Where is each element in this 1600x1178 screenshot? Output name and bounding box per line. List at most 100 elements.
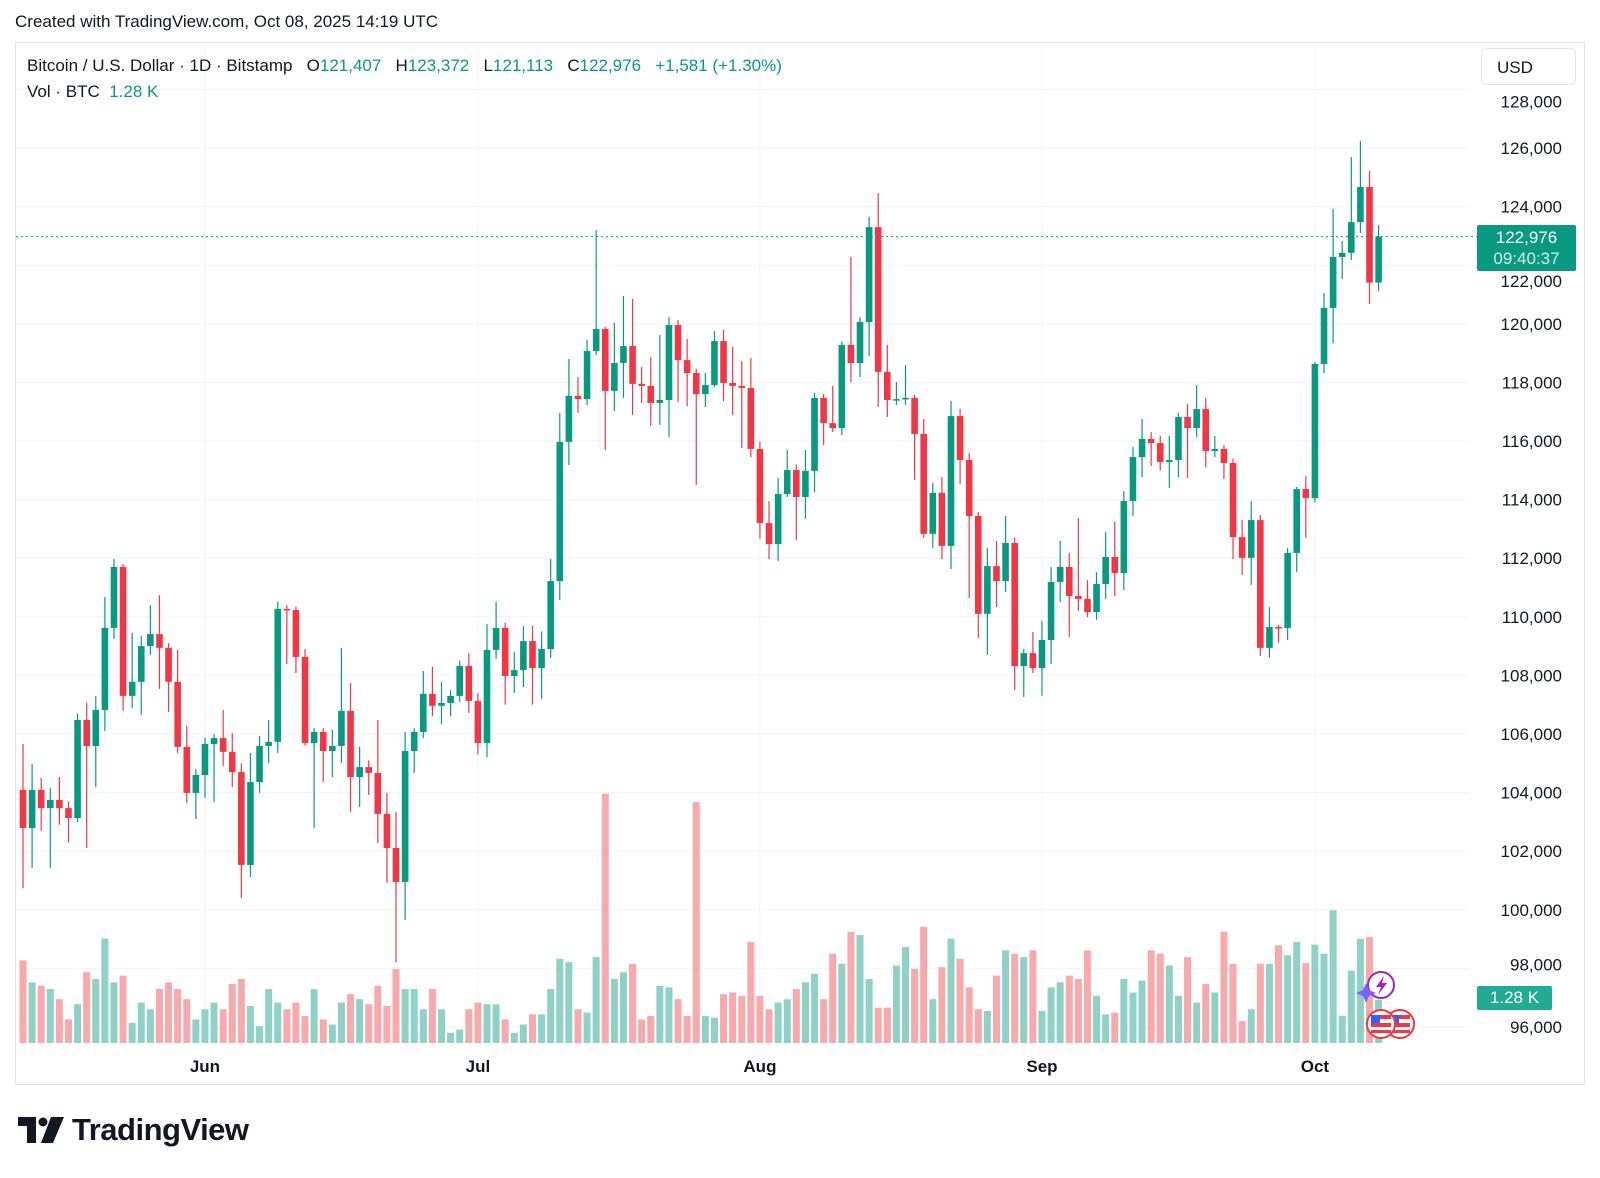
candle[interactable] (974, 511, 982, 638)
currency-button[interactable]: USD (1481, 48, 1576, 85)
candle[interactable] (1220, 445, 1228, 480)
candle[interactable] (65, 801, 72, 843)
candle[interactable] (1211, 436, 1219, 458)
candle[interactable] (1266, 607, 1273, 658)
candle[interactable] (456, 660, 464, 702)
candle[interactable] (92, 695, 100, 788)
candle[interactable] (838, 341, 846, 436)
candle[interactable] (474, 692, 482, 755)
candle[interactable] (1120, 491, 1128, 591)
candle[interactable] (19, 743, 27, 889)
candle[interactable] (1366, 170, 1373, 304)
price-axis[interactable]: 128,000 126,000 124,000 122,000 120,000 118,0… (1501, 92, 1562, 1037)
candle[interactable] (319, 728, 327, 783)
time-axis[interactable]: Jun Jul Aug Sep Oct (190, 1057, 1330, 1076)
candle[interactable] (793, 464, 800, 541)
candle[interactable] (1166, 436, 1173, 488)
candle[interactable] (301, 649, 309, 746)
candle[interactable] (83, 702, 90, 848)
candle[interactable] (1038, 620, 1046, 696)
candle[interactable] (574, 377, 582, 413)
events-icons[interactable] (1356, 971, 1415, 1039)
candle[interactable] (1202, 397, 1210, 468)
candle[interactable] (265, 719, 272, 764)
candle[interactable] (729, 346, 736, 415)
candle[interactable] (201, 737, 209, 798)
candle[interactable] (656, 334, 664, 425)
candle[interactable] (1065, 552, 1073, 638)
candle[interactable] (1102, 532, 1109, 599)
candle[interactable] (920, 419, 928, 538)
candle[interactable] (1257, 515, 1264, 657)
candle[interactable] (1320, 293, 1328, 374)
candle[interactable] (629, 298, 636, 415)
candle[interactable] (438, 682, 445, 725)
candle[interactable] (702, 373, 709, 408)
candle[interactable] (820, 394, 827, 446)
candle[interactable] (392, 811, 400, 963)
candle[interactable] (256, 736, 263, 793)
candle[interactable] (1375, 224, 1382, 292)
candle[interactable] (601, 327, 609, 451)
candle[interactable] (1084, 580, 1091, 618)
candle[interactable] (720, 329, 727, 402)
symbol-title[interactable]: Bitcoin / U.S. Dollar · 1D · Bitstamp (27, 56, 293, 75)
candle[interactable] (993, 540, 1000, 608)
candle[interactable] (156, 595, 163, 689)
candle[interactable] (429, 666, 436, 717)
candle[interactable] (1184, 404, 1191, 478)
candle[interactable] (565, 358, 573, 466)
candle[interactable] (292, 606, 300, 674)
candle[interactable] (738, 361, 746, 449)
candle[interactable] (1329, 208, 1337, 344)
candle[interactable] (520, 626, 527, 688)
us-flag-icon[interactable] (1366, 1009, 1396, 1039)
candle[interactable] (192, 769, 200, 819)
candle[interactable] (1156, 436, 1164, 471)
candle[interactable] (1229, 458, 1237, 560)
candle[interactable] (1029, 632, 1037, 674)
candle[interactable] (238, 763, 245, 899)
candle[interactable] (1293, 486, 1301, 572)
candle[interactable] (1075, 518, 1082, 611)
candle[interactable] (829, 385, 837, 432)
candle[interactable] (538, 631, 545, 699)
candle[interactable] (1002, 516, 1009, 592)
candle[interactable] (556, 412, 564, 601)
candle[interactable] (210, 733, 218, 802)
candle[interactable] (756, 441, 764, 539)
candle[interactable] (329, 729, 336, 778)
candle[interactable] (683, 339, 691, 407)
candle[interactable] (929, 482, 937, 548)
candle[interactable] (647, 356, 655, 427)
candle[interactable] (1056, 540, 1064, 603)
candle[interactable] (847, 256, 855, 383)
candle[interactable] (1011, 537, 1018, 691)
candle[interactable] (1093, 572, 1100, 620)
candle[interactable] (137, 635, 145, 715)
candle[interactable] (374, 719, 382, 843)
candle[interactable] (874, 193, 882, 408)
candle[interactable] (147, 605, 154, 655)
candle[interactable] (174, 649, 181, 754)
candle[interactable] (492, 601, 500, 659)
candle[interactable] (747, 358, 755, 458)
candle[interactable] (1348, 157, 1355, 260)
candle[interactable] (638, 366, 645, 403)
candle[interactable] (1111, 521, 1119, 596)
candle[interactable] (119, 564, 127, 711)
candle[interactable] (228, 733, 236, 788)
candle[interactable] (956, 408, 964, 485)
candle[interactable] (283, 605, 291, 664)
candle[interactable] (984, 547, 991, 655)
candle[interactable] (401, 731, 409, 921)
candle[interactable] (1129, 446, 1137, 517)
candle[interactable] (310, 728, 318, 829)
candle[interactable] (856, 317, 864, 378)
candle[interactable] (865, 216, 873, 357)
candle[interactable] (347, 683, 354, 812)
candle[interactable] (911, 394, 918, 480)
candle[interactable] (1284, 547, 1291, 640)
candle[interactable] (28, 763, 36, 868)
